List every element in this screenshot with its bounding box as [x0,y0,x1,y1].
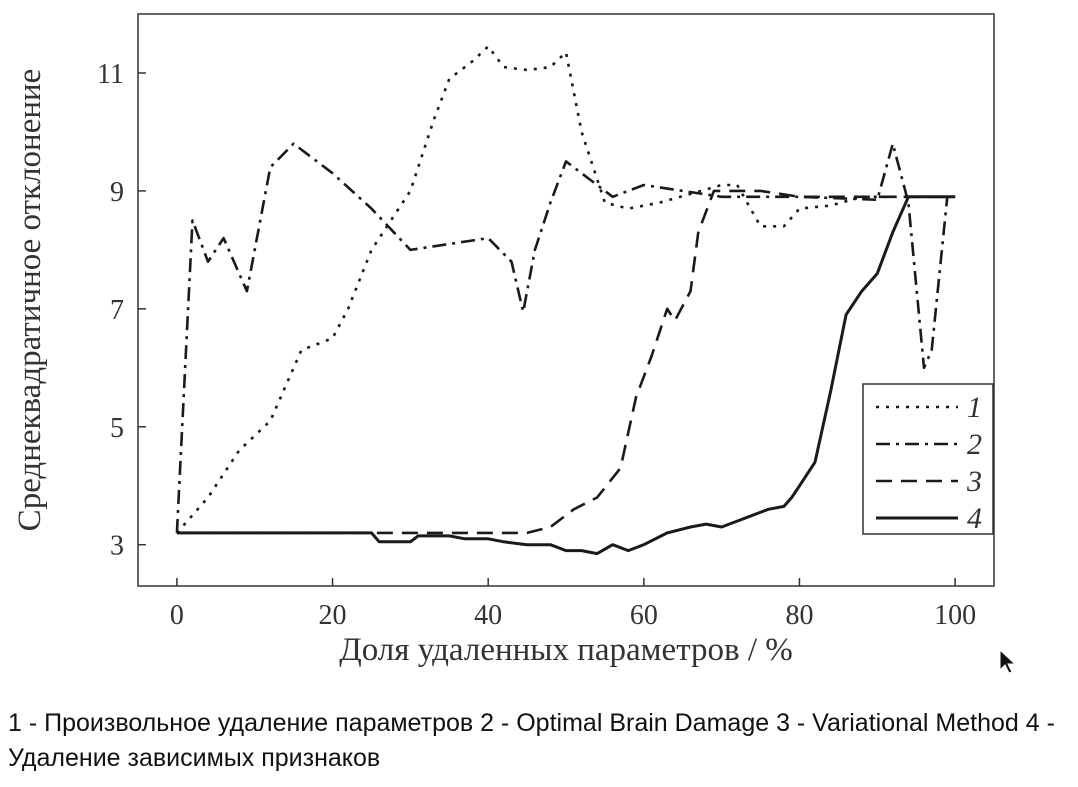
x-tick-label: 80 [785,600,813,631]
legend-label-2: 2 [967,428,982,461]
x-axis-label: Доля удаленных параметров / % [339,632,793,668]
x-tick-label: 20 [319,600,347,631]
legend-label-4: 4 [967,502,982,535]
series-line-3 [176,189,956,535]
chart: 0 20 40 60 80 100 3 5 7 9 11 1 2 3 4 Доля удаленных п… [12,13,995,668]
y-tick-label: 9 [110,177,124,208]
mouse-pointer-icon [999,648,1017,674]
y-tick-label: 3 [110,531,124,562]
ticks-layer: 0 20 40 60 80 100 3 5 7 9 11 [97,59,976,631]
legend: 1 2 3 4 [862,383,994,535]
y-tick-label: 11 [97,59,124,90]
plot-frame [137,13,995,587]
series-line-4 [176,195,956,556]
series-line-2 [175,142,956,533]
legend-label-3: 3 [966,465,982,498]
x-tick-label: 0 [170,600,184,631]
y-tick-label: 7 [110,295,124,326]
x-tick-label: 40 [474,600,502,631]
series-line-1 [175,45,956,534]
legend-label-1: 1 [967,391,982,424]
y-axis-label: Среднеквадратичное отклонение [12,69,48,532]
y-tick-label: 5 [110,413,124,444]
x-tick-label: 100 [934,600,976,631]
x-tick-label: 60 [630,600,658,631]
legend-box [862,383,994,535]
caption-text: 1 - Произвольное удаление параметров 2 -… [8,709,1055,772]
lines-layer [175,45,956,556]
